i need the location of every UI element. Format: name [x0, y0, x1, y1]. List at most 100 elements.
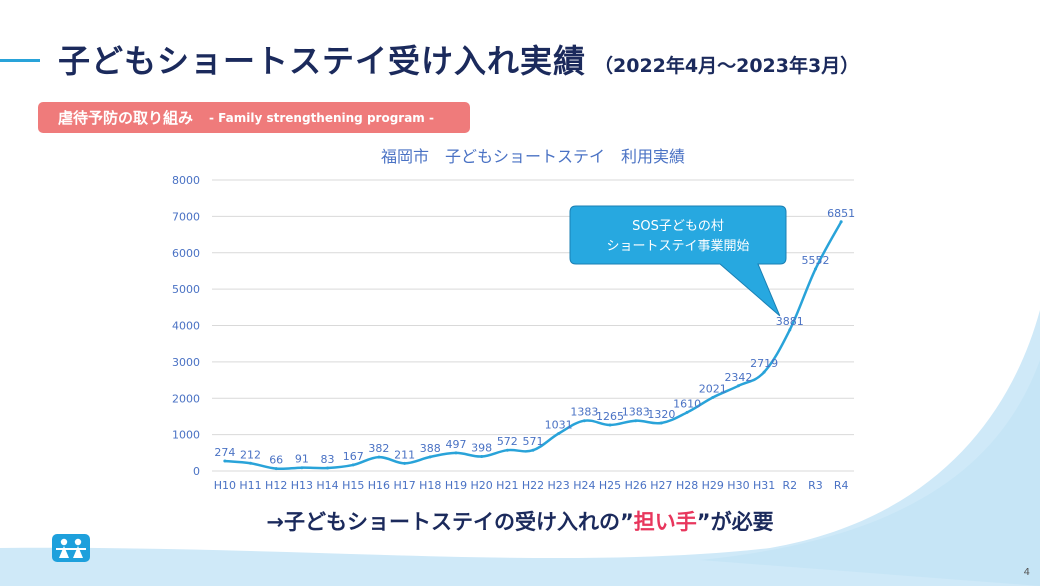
data-point [351, 463, 355, 467]
data-point [813, 267, 817, 271]
y-tick-label: 6000 [172, 247, 200, 260]
data-label: 388 [420, 442, 441, 455]
x-tick-label: R3 [808, 479, 823, 492]
data-point [223, 459, 227, 463]
data-point [634, 419, 638, 423]
section-tag-sub: - Family strengthening program - [209, 110, 434, 125]
data-label: 1031 [545, 418, 573, 431]
data-point [377, 455, 381, 459]
data-point [505, 448, 509, 452]
y-tick-label: 3000 [172, 356, 200, 369]
data-label: 167 [343, 450, 364, 463]
conclusion-text: →子どもショートステイの受け入れの”担い手”が必要 [0, 506, 1040, 536]
y-tick-label: 5000 [172, 283, 200, 296]
title-accent-line [0, 59, 40, 62]
x-tick-label: H23 [548, 479, 570, 492]
page-number: 4 [1023, 567, 1030, 578]
x-tick-label: H15 [342, 479, 364, 492]
data-label: 66 [269, 454, 283, 467]
data-label: 571 [523, 435, 544, 448]
x-tick-label: H27 [650, 479, 672, 492]
data-label: 1383 [570, 406, 598, 419]
data-point [711, 395, 715, 399]
data-point [531, 448, 535, 452]
conclusion-before: →子どもショートステイの受け入れの” [266, 510, 634, 534]
y-tick-label: 0 [193, 465, 200, 478]
data-point [480, 455, 484, 459]
data-label: 212 [240, 448, 261, 461]
data-label: 274 [214, 446, 235, 459]
x-tick-label: H11 [239, 479, 261, 492]
data-label: 1610 [673, 397, 701, 410]
x-tick-label: H29 [702, 479, 724, 492]
data-label: 398 [471, 442, 492, 455]
x-tick-label: H26 [625, 479, 647, 492]
data-point [685, 410, 689, 414]
x-tick-label: R4 [834, 479, 849, 492]
data-label: 1320 [647, 408, 675, 421]
data-label: 2021 [699, 382, 727, 395]
x-tick-label: H10 [214, 479, 236, 492]
data-point [428, 455, 432, 459]
section-tag: 虐待予防の取り組み - Family strengthening program… [38, 102, 470, 133]
data-label: 1383 [622, 406, 650, 419]
y-tick-label: 8000 [172, 174, 200, 187]
callout-line1: SOS子どもの村 [632, 219, 724, 234]
x-tick-label: H16 [368, 479, 390, 492]
data-label: 2342 [724, 371, 752, 384]
y-tick-label: 2000 [172, 392, 200, 405]
y-tick-label: 4000 [172, 320, 200, 333]
data-point [762, 370, 766, 374]
page-title: 子どもショートステイ受け入れ実績 （2022年4月～2023年3月） [58, 36, 859, 82]
data-point [582, 419, 586, 423]
x-tick-label: H28 [676, 479, 698, 492]
data-point [659, 421, 663, 425]
page-title-main: 子どもショートステイ受け入れ実績 [58, 42, 587, 80]
data-label: 5552 [801, 254, 829, 267]
callout-line2: ショートステイ事業開始 [606, 238, 749, 254]
data-label: 382 [368, 442, 389, 455]
data-point [608, 423, 612, 427]
data-label: 572 [497, 435, 518, 448]
sos-childrens-villages-logo-icon [52, 534, 90, 562]
data-label: 3881 [776, 315, 804, 328]
x-tick-label: H20 [470, 479, 492, 492]
x-tick-label: H17 [393, 479, 415, 492]
data-point [300, 466, 304, 470]
data-point [403, 461, 407, 465]
data-label: 2719 [750, 357, 778, 370]
x-tick-label: H22 [522, 479, 544, 492]
data-label: 83 [321, 453, 335, 466]
data-point [249, 461, 253, 465]
y-tick-label: 7000 [172, 210, 200, 223]
x-tick-label: H21 [496, 479, 518, 492]
data-point [326, 466, 330, 470]
section-tag-label: 虐待予防の取り組み [58, 109, 194, 127]
x-tick-label: H19 [445, 479, 467, 492]
data-label: 497 [445, 438, 466, 451]
data-label: 211 [394, 448, 415, 461]
x-tick-label: H13 [291, 479, 313, 492]
x-tick-label: H25 [599, 479, 621, 492]
data-label: 6851 [827, 207, 855, 220]
x-tick-label: H14 [316, 479, 338, 492]
data-point [454, 451, 458, 455]
y-tick-label: 1000 [172, 429, 200, 442]
data-point [788, 328, 792, 332]
data-label: 91 [295, 453, 309, 466]
x-tick-label: H24 [573, 479, 595, 492]
data-label: 1265 [596, 410, 624, 423]
page-title-period: （2022年4月～2023年3月） [594, 55, 860, 77]
callout-bubble [569, 205, 787, 317]
data-point [839, 220, 843, 224]
conclusion-after: ”が必要 [696, 510, 774, 534]
x-tick-label: H12 [265, 479, 287, 492]
x-tick-label: H30 [727, 479, 749, 492]
data-point [736, 384, 740, 388]
chart-title: 福岡市 子どもショートステイ 利用実績 [381, 147, 685, 166]
conclusion-highlight: 担い手 [633, 510, 697, 534]
x-tick-label: H31 [753, 479, 775, 492]
data-point [274, 467, 278, 471]
